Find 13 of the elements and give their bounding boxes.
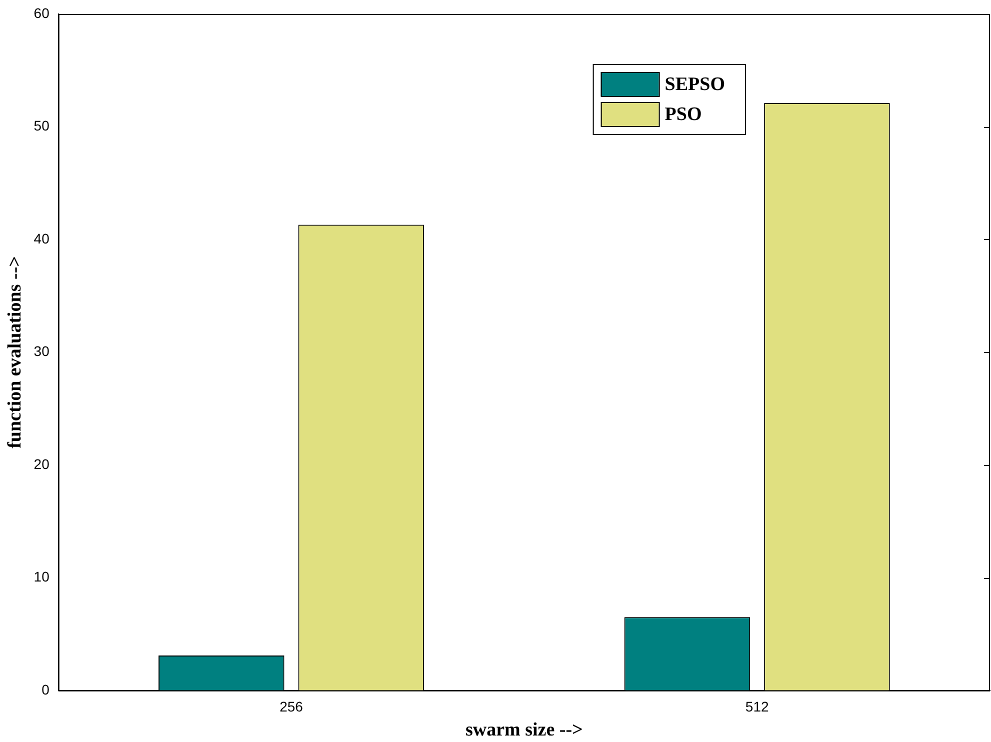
y-tick-label: 10: [34, 568, 50, 585]
y-tick-label: 50: [34, 118, 50, 134]
x-tick-label: 512: [745, 698, 769, 715]
x-tick-label: 256: [280, 698, 304, 715]
y-tick-label: 20: [34, 456, 50, 472]
y-tick-label: 60: [34, 4, 50, 21]
y-tick-label: 0: [42, 681, 50, 698]
x-axis-title: swarm size -->: [465, 720, 583, 741]
y-tick-label: 30: [34, 343, 50, 360]
legend-label: PSO: [664, 104, 702, 125]
legend-label: SEPSO: [664, 74, 726, 95]
y-tick-label: 40: [34, 230, 50, 246]
y-axis-title: function evaluations -->: [4, 256, 26, 448]
